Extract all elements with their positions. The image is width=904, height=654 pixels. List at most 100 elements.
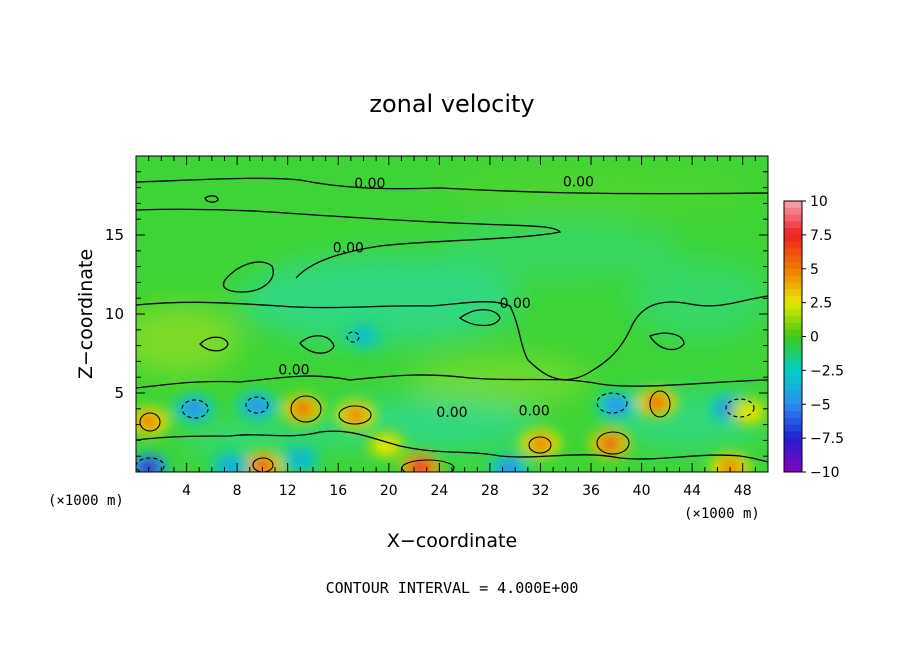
colorbar-tick-label: −10	[810, 465, 840, 481]
colorbar-segment	[784, 350, 802, 358]
colorbar-segment	[784, 228, 802, 236]
feature-core	[245, 396, 270, 415]
contour-label: 0.00	[278, 362, 309, 378]
colorbar-segment	[784, 411, 802, 419]
colorbar-segment	[784, 261, 802, 270]
colorbar-segment	[784, 424, 802, 432]
colorbar-segment	[784, 377, 802, 385]
contour-label: 0.00	[436, 405, 467, 421]
colorbar-segment	[784, 451, 802, 459]
x-unit-right: (×1000 m)	[684, 506, 760, 522]
negative-contours	[136, 331, 755, 472]
contour-label: 0.00	[563, 174, 594, 190]
x-tick-label: 24	[430, 483, 448, 499]
colorbar-segment	[784, 268, 802, 277]
colorbar-segment	[784, 248, 802, 256]
colorbar-segment	[784, 397, 802, 405]
colorbar-segment	[784, 431, 802, 439]
x-tick-label: 16	[329, 483, 347, 499]
feature-core	[182, 399, 207, 418]
x-tick-label: 12	[279, 483, 297, 499]
colorbar-segment	[784, 438, 802, 446]
colorbar-segment	[784, 444, 802, 453]
feature-core	[737, 402, 762, 421]
x-tick-label: 20	[380, 483, 398, 499]
feature-core	[408, 458, 433, 472]
feature-core	[598, 434, 622, 453]
colorbar-segment	[784, 201, 802, 209]
y-axis-label: Z−coordinate	[75, 249, 97, 379]
y-tick-label: 5	[114, 384, 124, 402]
feature-core	[288, 450, 313, 469]
feature-core	[644, 393, 669, 412]
colorbar-segment	[784, 289, 802, 297]
colorbar-tick-label: 10	[810, 194, 828, 210]
colorbar-tick-label: −7.5	[810, 431, 844, 447]
feature-core	[351, 327, 376, 346]
colorbar-segment	[784, 275, 802, 283]
x-tick-label: 4	[182, 483, 191, 499]
colorbar-tick-label: −2.5	[810, 363, 844, 379]
colorbar-segment	[784, 343, 802, 351]
colorbar-tick-label: 0	[810, 330, 819, 346]
colorbar-segment	[784, 383, 802, 392]
x-tick-label: 36	[582, 483, 600, 499]
colorbar-segment	[784, 221, 802, 229]
colorbar-segment	[784, 295, 802, 304]
contour-label: 0.00	[333, 241, 364, 257]
colorbar-segment	[784, 465, 802, 473]
colorbar-segment	[784, 404, 802, 412]
y-axis: 5 10 15	[105, 171, 768, 457]
colorbar-segment	[784, 458, 802, 466]
colorbar-segment	[784, 329, 802, 337]
colorbar-segment	[784, 390, 802, 398]
colorbar: 10 7.5 5 2.5 0 −2.5 −5 −7.5 −10	[783, 194, 844, 481]
colorbar-tick-label: 7.5	[810, 228, 832, 244]
feature-core	[604, 396, 629, 415]
feature-core	[496, 459, 521, 472]
contour-interval: CONTOUR INTERVAL = 4.000E+00	[326, 579, 579, 597]
x-tick-label: 44	[683, 483, 701, 499]
colorbar-segment	[784, 282, 802, 290]
contour-label: 0.00	[519, 403, 550, 419]
contour-label: 0.00	[500, 296, 531, 312]
feature-core	[250, 456, 275, 472]
feature-core	[718, 458, 743, 472]
colorbar-segment	[784, 302, 802, 310]
colorbar-tick-label: 2.5	[810, 296, 832, 312]
x-axis: 4 8 12 16 20 24 28 32 36 40 44 48	[148, 156, 756, 499]
colorbar-segment	[784, 417, 802, 426]
y-tick-label: 15	[105, 226, 124, 244]
colorbar-tick-label: 5	[810, 262, 819, 278]
x-tick-label: 32	[532, 483, 550, 499]
feature-core	[136, 458, 161, 472]
y-tick-label: 10	[105, 305, 124, 323]
colorbar-segment	[784, 336, 802, 344]
colorbar-segment	[784, 356, 802, 365]
chart-title: zonal velocity	[369, 90, 534, 118]
positive-contours	[139, 390, 671, 472]
feature-core	[136, 412, 161, 431]
colorbar-segment	[784, 207, 802, 216]
contour-labels: 0.00 0.00 0.00 0.00 0.00 0.00 0.00	[278, 174, 594, 421]
colorbar-segment	[784, 241, 802, 249]
colorbar-segment	[784, 214, 802, 222]
x-unit-left: (×1000 m)	[48, 493, 124, 509]
x-tick-label: 40	[633, 483, 651, 499]
colorbar-segment	[784, 322, 802, 331]
x-tick-label: 8	[233, 483, 242, 499]
colorbar-segment	[784, 255, 802, 263]
colorbar-segment	[784, 316, 802, 324]
contour-lines	[136, 177, 768, 463]
plot-area: 0.00 0.00 0.00 0.00 0.00 0.00 0.00	[136, 156, 768, 472]
x-tick-label: 28	[481, 483, 499, 499]
colorbar-tick-label: −5	[810, 397, 831, 413]
contour-label: 0.00	[354, 176, 385, 192]
colorbar-segment	[784, 309, 802, 317]
colorbar-segment	[784, 234, 802, 243]
colorbar-segment	[784, 363, 802, 371]
feature-core	[290, 399, 315, 418]
x-axis-label: X−coordinate	[387, 530, 517, 552]
x-tick-label: 48	[734, 483, 752, 499]
